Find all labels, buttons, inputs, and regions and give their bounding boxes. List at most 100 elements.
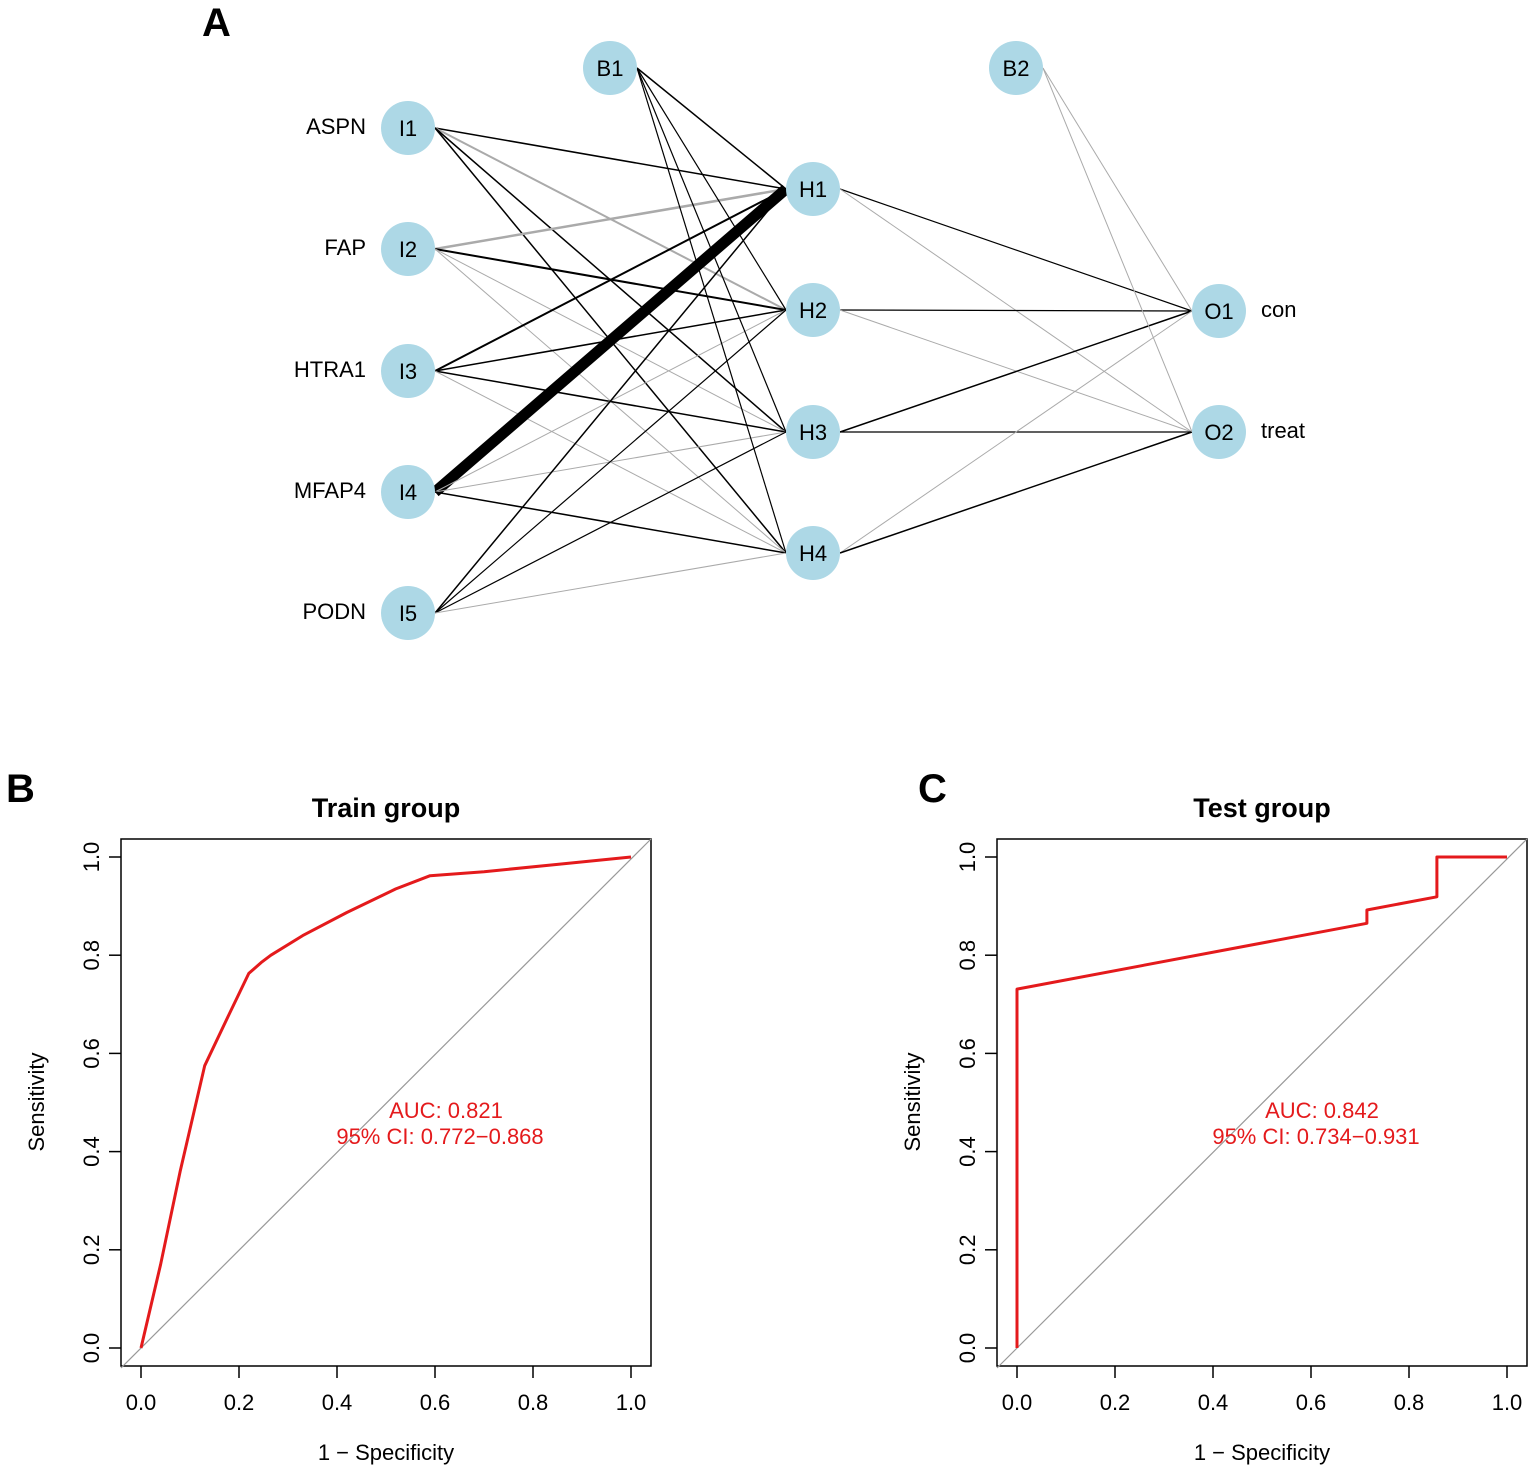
train-x-tick-label: 0.2 [224, 1390, 255, 1415]
node-id-label: B1 [597, 56, 624, 81]
edge-i5-h2 [434, 309, 787, 614]
train-x-tick-label: 1.0 [616, 1390, 647, 1415]
test-y-tick-label: 1.0 [955, 842, 980, 873]
edge-h4-o1 [839, 310, 1193, 554]
edge-b1-h2 [636, 67, 787, 311]
node-i4: I4 MFAP4 [294, 465, 435, 519]
node-id-label: H1 [799, 177, 827, 202]
train-y-tick-label: 0.2 [79, 1235, 104, 1266]
node-i1: I1 ASPN [306, 101, 435, 155]
edge-b1-h1 [636, 67, 787, 190]
train-x-tick-label: 0.6 [420, 1390, 451, 1415]
edge-i4-h1 [431, 184, 790, 497]
panel-c-letter: C [918, 767, 947, 811]
node-circle [381, 344, 435, 398]
node-variable-label: con [1261, 297, 1296, 322]
node-circle [786, 283, 840, 337]
node-id-label: H3 [799, 420, 827, 445]
node-variable-label: ASPN [306, 114, 366, 139]
node-id-label: O2 [1204, 420, 1233, 445]
test-y-tick-label: 0.2 [955, 1235, 980, 1266]
test-ci-label: 95% CI: 0.734−0.931 [1212, 1124, 1419, 1149]
train-plot-area [120, 838, 652, 1369]
edge-h3-o1 [839, 310, 1193, 433]
panel-a-network: A I1 ASPN I2 FAP I3 HTRA1 I4 MFAP4 I5 PODN H1 H2 H3 H… [202, 1, 1305, 640]
node-i2: I2 FAP [324, 222, 435, 276]
network-edges [431, 67, 1193, 614]
node-id-label: I4 [399, 480, 417, 505]
node-circle [989, 41, 1043, 95]
test-y-axis-title: Sensitivity [900, 1052, 925, 1151]
train-y-tick-label: 1.0 [79, 842, 104, 873]
test-chart-title: Test group [1193, 793, 1331, 823]
train-ci-label: 95% CI: 0.772−0.868 [336, 1124, 543, 1149]
train-x-tick-label: 0.8 [518, 1390, 549, 1415]
edge-h2-o1 [839, 309, 1193, 312]
test-roc-curve [1015, 855, 1507, 1348]
node-id-label: I3 [399, 359, 417, 384]
test-x-tick-label: 1.0 [1492, 1390, 1523, 1415]
test-y-tick-label: 0.8 [955, 940, 980, 971]
node-h2: H2 [786, 283, 840, 337]
panel-c-test-roc: C Test group 0.0 0.0 0.2 0.2 0.4 0.4 0.6 0.6 0.8… [900, 767, 1528, 1465]
node-circle [1192, 405, 1246, 459]
edge-b1-h3 [636, 67, 787, 433]
node-b1: B1 [583, 41, 637, 95]
node-i3: I3 HTRA1 [294, 344, 435, 398]
edge-i5-h3 [434, 431, 787, 614]
test-x-axis-title: 1 − Specificity [1194, 1440, 1330, 1465]
test-x-tick-label: 0.0 [1002, 1390, 1033, 1415]
edge-i2-h1 [434, 187, 787, 251]
train-axes: 0.0 0.0 0.2 0.2 0.4 0.4 0.6 0.6 0.8 0.8 1.0 1.0 [79, 842, 646, 1415]
train-y-tick-label: 0.8 [79, 940, 104, 971]
node-id-label: O1 [1204, 299, 1233, 324]
panel-b-letter: B [6, 767, 35, 811]
node-circle [786, 162, 840, 216]
edge-i1-h1 [434, 127, 787, 190]
edge-b1-h4 [636, 67, 787, 554]
train-y-tick-label: 0.0 [79, 1333, 104, 1364]
test-diagonal-reference [996, 838, 1528, 1369]
panel-b-train-roc: B Train group 0.00.00.20.20.40.40.60.60.… [6, 767, 652, 1465]
train-x-tick-label: 0.4 [322, 1390, 353, 1415]
node-h1: H1 [786, 162, 840, 216]
test-plot-frame [996, 838, 1528, 1367]
train-y-tick-label: 0.4 [79, 1136, 104, 1167]
edge-b2-o2 [1042, 67, 1193, 433]
test-auc-label: AUC: 0.842 [1265, 1098, 1379, 1123]
test-x-tick-label: 0.8 [1394, 1390, 1425, 1415]
node-variable-label: HTRA1 [294, 357, 366, 382]
test-x-tick-label: 0.4 [1198, 1390, 1229, 1415]
node-circle [786, 526, 840, 580]
node-circle [381, 586, 435, 640]
edge-i5-h4 [434, 552, 787, 614]
train-y-axis-title: Sensitivity [24, 1052, 49, 1151]
train-auc-label: AUC: 0.821 [389, 1098, 503, 1123]
node-circle [786, 405, 840, 459]
train-diagonal-reference [120, 838, 652, 1369]
panel-a-letter: A [202, 1, 231, 45]
node-h3: H3 [786, 405, 840, 459]
node-circle [381, 222, 435, 276]
test-axes: 0.0 0.0 0.2 0.2 0.4 0.4 0.6 0.6 0.8 0.8 1.0 1.0 [955, 842, 1522, 1415]
node-id-label: I1 [399, 116, 417, 141]
test-x-tick-label: 0.6 [1296, 1390, 1327, 1415]
node-o1: O1 con [1192, 284, 1296, 338]
node-h4: H4 [786, 526, 840, 580]
edge-i3-h1 [434, 188, 787, 372]
edge-h4-o2 [839, 431, 1193, 554]
node-variable-label: MFAP4 [294, 478, 366, 503]
node-variable-label: PODN [302, 599, 366, 624]
train-roc-curve [139, 855, 632, 1349]
network-nodes: I1 ASPN I2 FAP I3 HTRA1 I4 MFAP4 I5 PODN H1 H2 H3 H4 O… [294, 41, 1305, 640]
node-id-label: H4 [799, 541, 827, 566]
node-circle [1192, 284, 1246, 338]
node-circle [583, 41, 637, 95]
edge-b2-o1 [1042, 67, 1193, 312]
test-x-tick-label: 0.2 [1100, 1390, 1131, 1415]
node-circle [381, 101, 435, 155]
node-id-label: I5 [399, 601, 417, 626]
node-circle [381, 465, 435, 519]
node-id-label: B2 [1003, 56, 1030, 81]
